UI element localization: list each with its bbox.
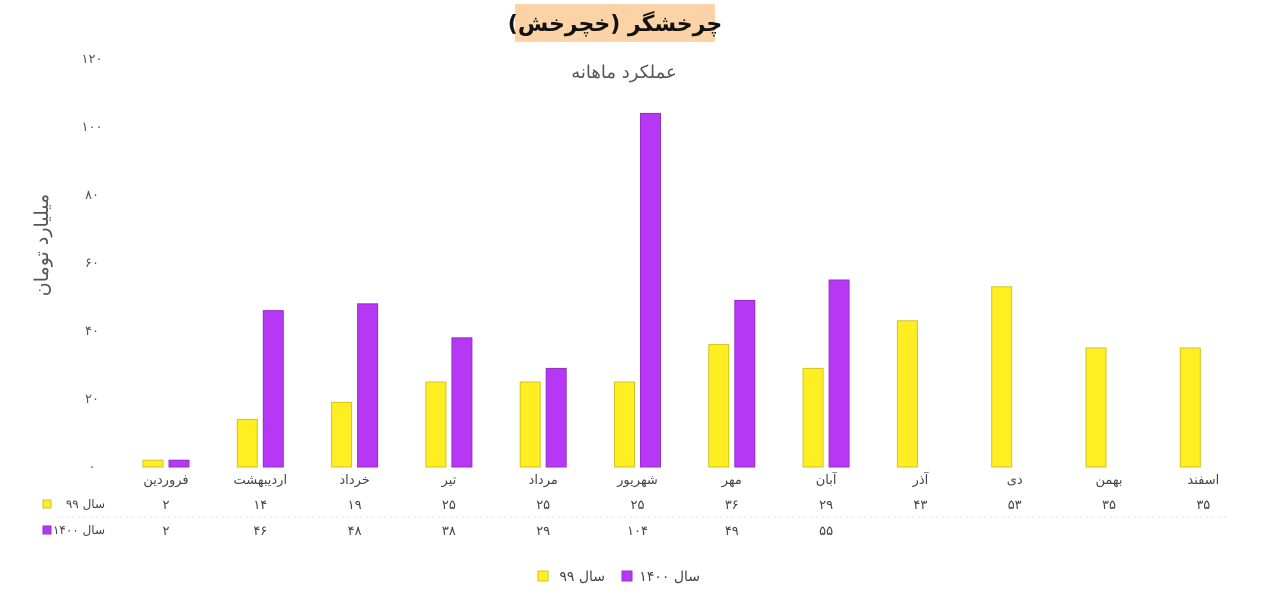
- x-tick-label: فروردین: [143, 473, 188, 488]
- table-cell: ۱۹: [348, 498, 362, 513]
- y-tick-label: ۶۰: [85, 256, 99, 271]
- legend-label: سال ۱۴۰۰: [639, 569, 700, 585]
- table-cell: ۴۶: [253, 524, 267, 539]
- x-tick-label: اردیبهشت: [234, 473, 288, 488]
- y-axis-label: میلیارد تومان: [31, 194, 53, 296]
- legend-label: سال ۹۹: [559, 569, 605, 585]
- table-cell: ۲: [163, 524, 170, 539]
- chart-title: چرخشگر (خچرخش): [508, 10, 722, 37]
- bar[interactable]: [828, 279, 850, 468]
- bars: [142, 112, 1201, 468]
- x-axis-labels: فروردین اردیبهشت خرداد تیر مرداد شهریور مهر آبا…: [143, 471, 1219, 488]
- table-row-label: سال ۹۹: [66, 497, 105, 511]
- y-tick-label: ۰: [89, 460, 96, 475]
- chart-subtitle: عملکرد ماهانه: [571, 62, 676, 83]
- legend-swatch: [537, 570, 549, 582]
- table-row-swatch: [42, 499, 52, 509]
- bar[interactable]: [1179, 347, 1201, 468]
- x-tick-label: بهمن: [1095, 473, 1122, 488]
- bar[interactable]: [896, 320, 918, 468]
- y-tick-label: ۱۲۰: [82, 52, 103, 67]
- bar[interactable]: [734, 299, 756, 468]
- bar[interactable]: [802, 367, 824, 468]
- legend[interactable]: سال ۹۹ سال ۱۴۰۰: [537, 569, 700, 585]
- bar[interactable]: [1085, 347, 1107, 468]
- table-cell: ۴۸: [348, 524, 362, 539]
- legend-item[interactable]: سال ۹۹: [537, 569, 605, 585]
- bar[interactable]: [451, 337, 473, 468]
- table-cell: ۱۴: [253, 498, 267, 513]
- bar[interactable]: [262, 310, 284, 468]
- x-tick-label: خرداد: [339, 473, 369, 488]
- bar[interactable]: [168, 459, 190, 468]
- bar[interactable]: [357, 303, 379, 468]
- table-cell: ۳۵: [1102, 498, 1116, 513]
- y-tick-label: ۱۰۰: [82, 120, 103, 135]
- bar[interactable]: [640, 112, 661, 468]
- table-cell: ۲: [163, 498, 170, 513]
- bar[interactable]: [519, 381, 541, 468]
- y-tick-label: ۲۰: [85, 392, 99, 407]
- bar[interactable]: [614, 381, 635, 468]
- table-cell: ۱۰۴: [627, 524, 648, 539]
- x-tick-label: مرداد: [529, 473, 558, 488]
- x-tick-label: آبان: [816, 471, 838, 488]
- y-tick-label: ۴۰: [85, 324, 99, 339]
- table-cell: ۲۹: [536, 524, 550, 539]
- bar[interactable]: [425, 381, 447, 468]
- x-tick-label: شهریور: [616, 473, 658, 488]
- table-cell: ۲۹: [819, 498, 833, 513]
- table-cell: ۳۵: [1196, 498, 1210, 513]
- x-tick-label: تیر: [441, 473, 457, 488]
- table-cell: ۳۶: [725, 498, 739, 513]
- bar[interactable]: [142, 459, 164, 468]
- bar[interactable]: [708, 344, 730, 468]
- bar[interactable]: [331, 401, 353, 468]
- x-tick-label: آذر: [912, 471, 930, 488]
- x-tick-label: اسفند: [1187, 473, 1219, 488]
- table-row-swatch: [42, 525, 52, 535]
- bar[interactable]: [991, 286, 1013, 468]
- table-cell: ۳۸: [442, 524, 456, 539]
- legend-swatch: [621, 570, 633, 582]
- table-cell: ۲۵: [631, 498, 645, 513]
- y-axis-ticks: ۰ ۲۰ ۴۰ ۶۰ ۸۰ ۱۰۰ ۱۲۰: [82, 52, 103, 475]
- y-tick-label: ۸۰: [85, 188, 99, 203]
- x-tick-label: مهر: [721, 473, 742, 488]
- chart-title-background: [515, 4, 715, 42]
- x-tick-label: دی: [1007, 473, 1023, 488]
- table-cell: ۴۹: [725, 524, 739, 539]
- legend-item[interactable]: سال ۱۴۰۰: [621, 569, 700, 585]
- table-cell: ۵۵: [819, 524, 833, 539]
- table-cell: ۵۳: [1008, 498, 1022, 513]
- table-cell: ۴۳: [913, 498, 927, 513]
- table-cell: ۲۵: [536, 498, 550, 513]
- table-cell: ۲۵: [442, 498, 456, 513]
- data-table: سال ۹۹ ۲ ۱۴ ۱۹ ۲۵ ۲۵ ۲۵ ۳۶ ۲۹ ۴۳ ۵۳ ۳۵ ۳۵ سال ۱۴۰۰ ۲ ۴۶…: [42, 497, 1230, 539]
- bar[interactable]: [236, 418, 258, 468]
- bar[interactable]: [545, 367, 567, 468]
- table-row-label: سال ۱۴۰۰: [53, 523, 105, 537]
